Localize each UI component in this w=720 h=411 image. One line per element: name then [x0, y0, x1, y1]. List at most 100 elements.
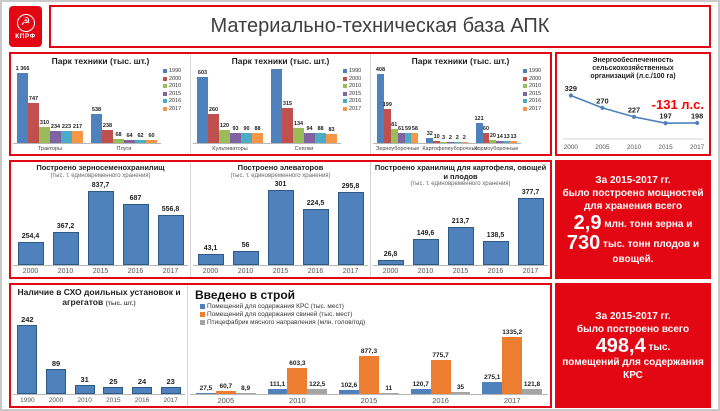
category-label: 2010	[417, 267, 434, 275]
bar: 2	[453, 66, 461, 143]
bar: 89	[46, 309, 66, 394]
park-chart-panel-2: Парк техники (тыс. шт.) 603 260 120 93 90 88 3…	[190, 54, 370, 154]
bar-rect	[337, 191, 364, 265]
bar-rect	[215, 391, 236, 394]
bar: 199	[383, 66, 392, 143]
bar-rect	[17, 325, 38, 394]
chart-title: Введено в строй	[195, 288, 296, 302]
bar: 31	[74, 309, 95, 394]
bar-value-label: 43,1	[203, 245, 218, 253]
bar-rect	[447, 227, 474, 265]
bar-value-label: 315	[282, 101, 293, 108]
row-livestock: Наличие в СХО доильных установок и агрег…	[9, 283, 711, 408]
bar-rect	[197, 254, 224, 265]
category-axis: 2000 2010 2015 2016 2017	[373, 266, 548, 276]
bar-value-label: 213,7	[451, 218, 470, 226]
bar: 242	[17, 309, 38, 394]
bar-rect	[397, 132, 405, 143]
bar: 120	[219, 66, 230, 143]
legend-swatch	[163, 91, 167, 96]
legend-label: 2000	[349, 75, 362, 82]
legend-item: 2016	[163, 98, 188, 104]
bar: 134	[293, 66, 304, 143]
bar: 121,8	[522, 329, 542, 394]
bar-group: 408 199 81 61 59 58	[373, 66, 422, 143]
bar-rect	[91, 114, 102, 143]
bar-rect	[359, 355, 379, 394]
bar-rect	[271, 68, 282, 143]
category-label: Сеялки	[294, 145, 314, 152]
stat-text: тыс.	[648, 341, 671, 353]
bar-rect	[46, 368, 66, 394]
legend-item: 2015	[523, 91, 548, 97]
bar-group: 275,1 1335,2 121,8	[476, 329, 548, 394]
bar-value-label: 223	[61, 124, 72, 131]
bar-rect	[17, 242, 44, 265]
bar: 377,7	[517, 189, 544, 265]
bar-group: 837,7	[83, 181, 118, 265]
category-label: 2016	[127, 267, 144, 275]
legend-label: Помещений для содержания свиней (тыс. ме…	[207, 311, 353, 318]
bar-group: 603 260 120 93 90 88	[193, 66, 267, 143]
bar-rect	[219, 129, 230, 143]
category-axis: Зерноуборочные Картофелеуборочные Кормоубо…	[373, 144, 521, 153]
bar: 58	[411, 66, 419, 143]
bar: 310	[39, 66, 50, 143]
category-label: 2016	[307, 267, 324, 275]
category-axis: 1990 2000 2010 2015 2016 2017	[13, 395, 185, 405]
category-label: 2010	[57, 267, 74, 275]
category-label: 2015	[272, 267, 289, 275]
bar-rect	[315, 133, 326, 143]
bar-rect	[482, 240, 509, 265]
legend-swatch	[163, 106, 167, 111]
legend-label: 2010	[169, 83, 182, 89]
chart-title-text: Наличие в СХО доильных установок и агрег…	[17, 287, 181, 307]
bar-value-label: 538	[91, 107, 102, 114]
bar-value-label: 11	[385, 385, 393, 392]
bar-value-label: 275,1	[484, 374, 501, 381]
bar-rect	[282, 108, 293, 143]
bar-value-label: 24	[137, 377, 147, 387]
bar: 301	[267, 181, 294, 265]
bar-value-label: 199	[382, 102, 392, 109]
chart-body: 1 366 747 310 234 223 217 538 238 68 64 62 60 Тракто…	[13, 66, 188, 153]
bar-value-label: 89	[51, 358, 61, 368]
bar: 20	[489, 66, 497, 143]
energy-panel: Энергообеспеченность сельскохозяйственны…	[555, 52, 711, 156]
bar-rect	[241, 133, 252, 143]
category-label: 2015	[92, 267, 109, 275]
category-label: 2010	[77, 396, 92, 404]
bar-group: 31	[70, 309, 99, 394]
page-title: Материально-техническая база АПК	[210, 15, 550, 37]
chart-subtitle: (тыс. т. единовременного хранения)	[230, 172, 331, 179]
chart-subtitle: (тыс. т. единовременного хранения)	[50, 172, 151, 179]
bar-rect	[426, 137, 434, 143]
bar-value-label: 25	[109, 376, 118, 386]
title-box: Материально-техническая база АПК	[49, 5, 711, 48]
bar-rect	[522, 388, 542, 394]
category-label: Картофелеуборочные	[422, 145, 479, 152]
bar: 64	[124, 66, 135, 143]
bar-rect	[196, 392, 216, 394]
bar: 775,7	[430, 329, 451, 394]
legend-item: 2016	[343, 98, 368, 104]
category-label: 2017	[342, 267, 359, 275]
bar: 224,5	[302, 181, 329, 265]
bar: 111,1	[267, 329, 288, 394]
bar-rect	[235, 393, 256, 394]
bar-group: 32 10 3 2 2 2	[422, 66, 471, 143]
years-legend: 1990 2000 2010 2015 2016 2017	[341, 66, 368, 153]
bar	[271, 66, 282, 143]
bar: 367,2	[52, 181, 79, 265]
plot-area: 27,5 60,7 8,9 111,1 603,3 122,5 102,6 877,3 11 12…	[190, 329, 548, 395]
bar-rect	[267, 389, 288, 394]
bar-rect	[113, 139, 124, 143]
bar-rect	[122, 203, 149, 265]
bar-rect	[404, 133, 412, 143]
svg-text:198: 198	[691, 111, 703, 120]
legend-item: 2000	[523, 76, 548, 82]
legend-item: Помещений для содержания КРС (тыс. мест)	[200, 303, 548, 310]
bar-group: 23	[156, 309, 185, 394]
bar: 61	[397, 66, 405, 143]
legend-label: 2015	[169, 90, 182, 97]
